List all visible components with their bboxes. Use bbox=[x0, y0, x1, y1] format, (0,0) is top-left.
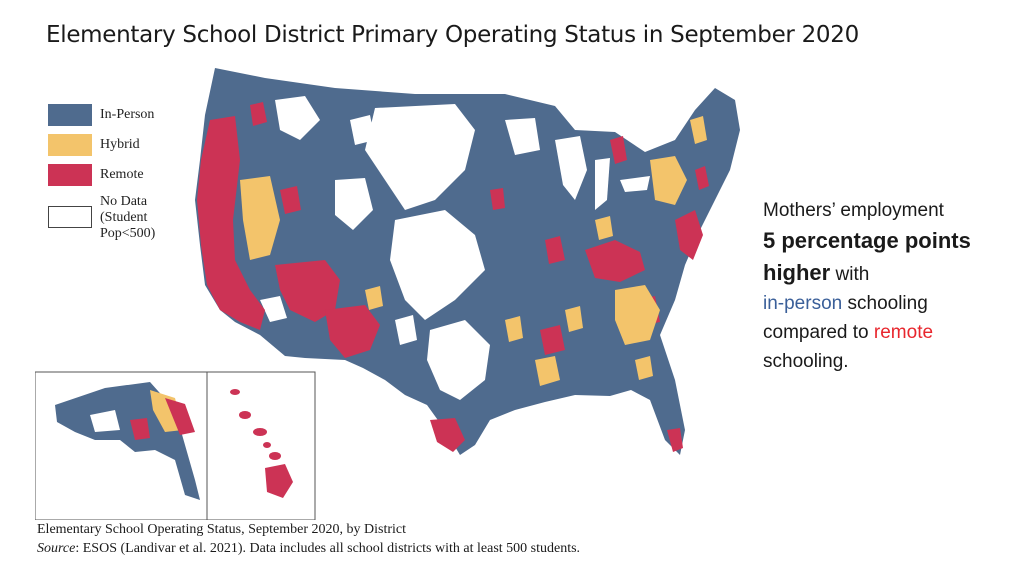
no-data-regions bbox=[260, 96, 540, 400]
caption-line1: Elementary School Operating Status, Sept… bbox=[37, 522, 406, 537]
hybrid-regions bbox=[240, 116, 707, 386]
great-lakes bbox=[555, 136, 650, 210]
legend-label: Remote bbox=[100, 167, 144, 182]
legend-hybrid: Hybrid bbox=[48, 134, 170, 164]
callout-line1: Mothers’ employment bbox=[763, 200, 944, 221]
callout-emphasis: 5 percentage points higher bbox=[763, 228, 971, 285]
legend-label: Hybrid bbox=[100, 137, 140, 152]
figure-caption: Elementary School Operating Status, Sept… bbox=[37, 520, 580, 558]
callout-compared: compared to bbox=[763, 322, 869, 343]
hawaii-inset-frame bbox=[206, 371, 316, 520]
in-person-swatch bbox=[48, 104, 92, 126]
caption-line2: Source: ESOS (Landivar et al. 2021). Dat… bbox=[37, 539, 580, 558]
callout-remote: remote bbox=[873, 322, 934, 343]
district-status-map bbox=[35, 60, 765, 520]
legend-label: No Data (Student Pop<500) bbox=[100, 194, 156, 241]
slide-title: Elementary School District Primary Opera… bbox=[46, 22, 859, 48]
legend-remote: Remote bbox=[48, 164, 170, 194]
callout-schooling: schooling bbox=[847, 293, 928, 314]
legend-in-person: In-Person bbox=[48, 104, 170, 134]
callout-text: Mothers’ employment 5 percentage points … bbox=[763, 196, 1013, 376]
callout-in-person: in-person bbox=[763, 293, 843, 314]
legend-no-data: No Data (Student Pop<500) bbox=[48, 194, 170, 246]
callout-tail: schooling. bbox=[763, 351, 849, 372]
map-svg bbox=[35, 68, 740, 520]
legend-label: In-Person bbox=[100, 107, 155, 122]
hybrid-swatch bbox=[48, 134, 92, 156]
callout-with: with bbox=[835, 264, 870, 285]
hawaii-shape bbox=[230, 389, 293, 498]
map-legend: In-Person Hybrid Remote No Data (Student… bbox=[48, 104, 170, 246]
remote-swatch bbox=[48, 164, 92, 186]
source-label: Source bbox=[37, 541, 76, 556]
no-data-swatch bbox=[48, 206, 92, 228]
source-text: : ESOS (Landivar et al. 2021). Data incl… bbox=[75, 541, 581, 556]
